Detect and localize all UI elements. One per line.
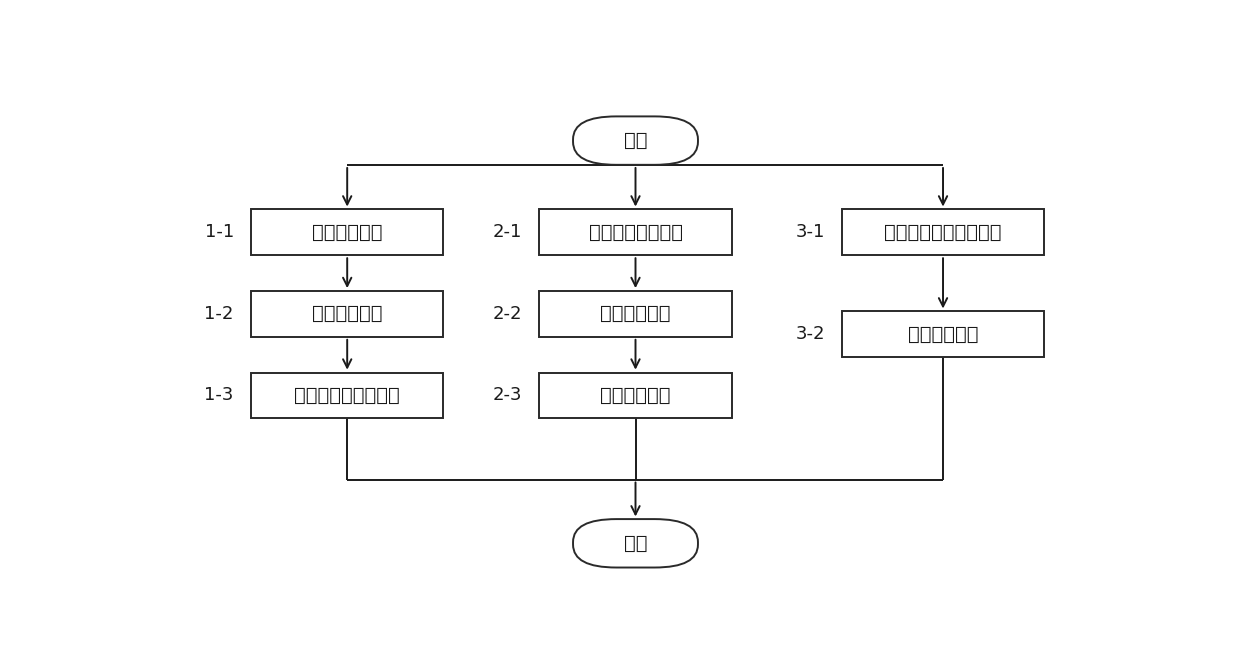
Text: 1-2: 1-2: [205, 305, 234, 323]
FancyBboxPatch shape: [573, 519, 698, 567]
Text: 1-3: 1-3: [205, 387, 234, 404]
Text: 遥测变量计算: 遥测变量计算: [600, 305, 671, 324]
Text: 3-2: 3-2: [795, 325, 825, 344]
FancyBboxPatch shape: [573, 117, 698, 165]
Text: 1-1: 1-1: [205, 223, 234, 242]
Text: 多遥测参数序列合并: 多遥测参数序列合并: [294, 386, 401, 405]
Bar: [539, 291, 732, 337]
Text: 2-1: 2-1: [492, 223, 522, 242]
Text: 结果序列过滤: 结果序列过滤: [908, 325, 978, 344]
Text: 结束: 结束: [624, 534, 647, 553]
Text: 遥测数据准备: 遥测数据准备: [312, 305, 382, 324]
Bar: [250, 291, 444, 337]
Bar: [539, 209, 732, 256]
Bar: [539, 373, 732, 418]
Bar: [250, 209, 444, 256]
Bar: [842, 209, 1044, 256]
Text: 2-3: 2-3: [492, 387, 522, 404]
Text: 结果序列收集: 结果序列收集: [600, 386, 671, 405]
Bar: [250, 373, 444, 418]
Text: 3-1: 3-1: [795, 223, 825, 242]
Text: 开始: 开始: [624, 131, 647, 150]
Bar: [842, 311, 1044, 357]
Text: 遥测序列空值填充: 遥测序列空值填充: [589, 223, 682, 242]
Text: 遥测参数提取: 遥测参数提取: [312, 223, 382, 242]
Text: 遥测参数采样周期计算: 遥测参数采样周期计算: [884, 223, 1002, 242]
Text: 2-2: 2-2: [492, 305, 522, 323]
